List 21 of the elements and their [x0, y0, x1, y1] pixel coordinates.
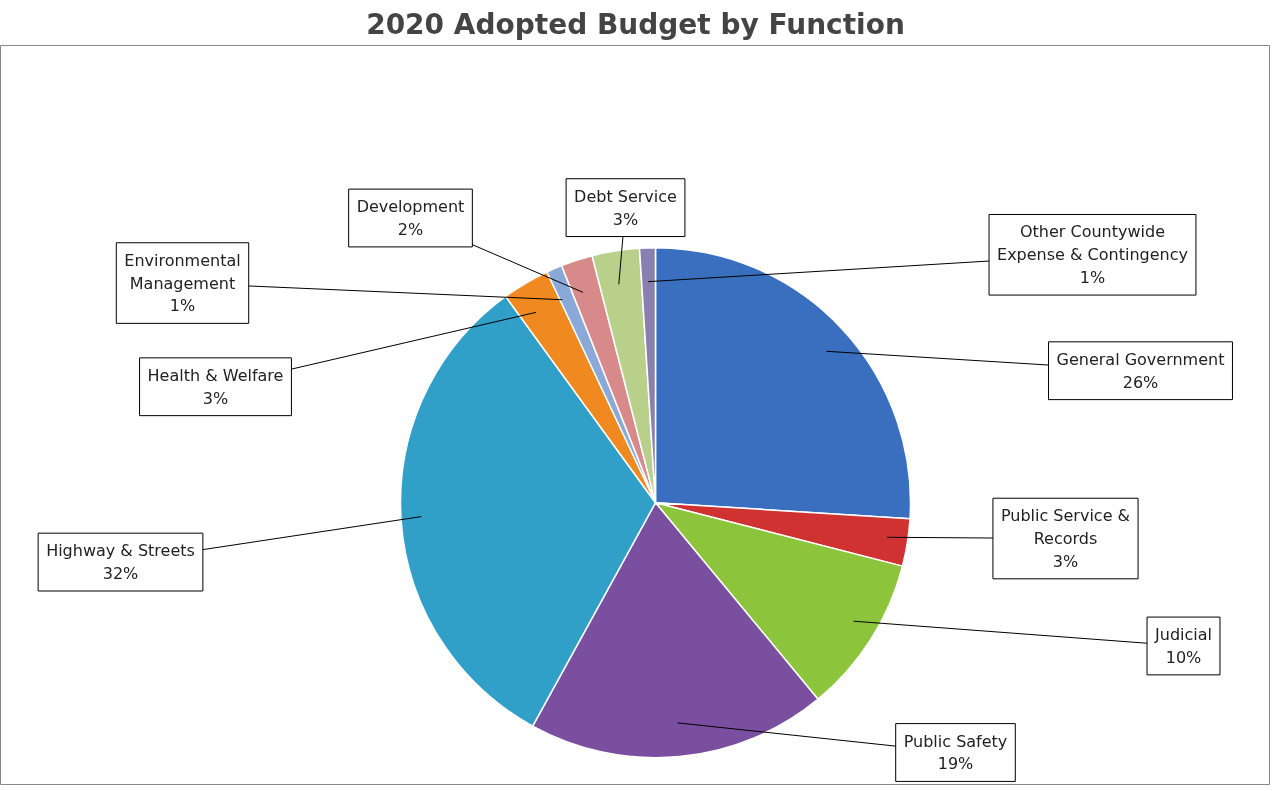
slice-label: Other Countywide Expense & Contingency	[997, 222, 1188, 265]
slice-label: Debt Service	[574, 186, 677, 206]
data-label: 3%	[1052, 551, 1079, 571]
slice-label: Environmental Management	[124, 250, 241, 293]
data-label: 3%	[612, 209, 639, 229]
slice-label: Health & Welfare	[147, 365, 284, 385]
data-label: 1%	[169, 296, 196, 316]
data-label: 10%	[1165, 647, 1202, 667]
chart-title: 2020 Adopted Budget by Function	[366, 7, 905, 41]
slice-label: Public Safety	[903, 731, 1008, 751]
slice-label: Public Service & Records	[1000, 506, 1131, 549]
slice-label: General Government	[1056, 349, 1225, 369]
data-label: 32%	[102, 563, 139, 583]
data-label: 1%	[1079, 268, 1106, 288]
data-label: 2%	[397, 219, 424, 239]
slice-label: Judicial	[1154, 625, 1212, 645]
slice-label: Highway & Streets	[46, 541, 195, 561]
data-label: 26%	[1122, 372, 1159, 392]
data-label: 19%	[937, 754, 974, 774]
slice-label: Development	[356, 197, 465, 217]
data-label: 3%	[202, 388, 229, 408]
